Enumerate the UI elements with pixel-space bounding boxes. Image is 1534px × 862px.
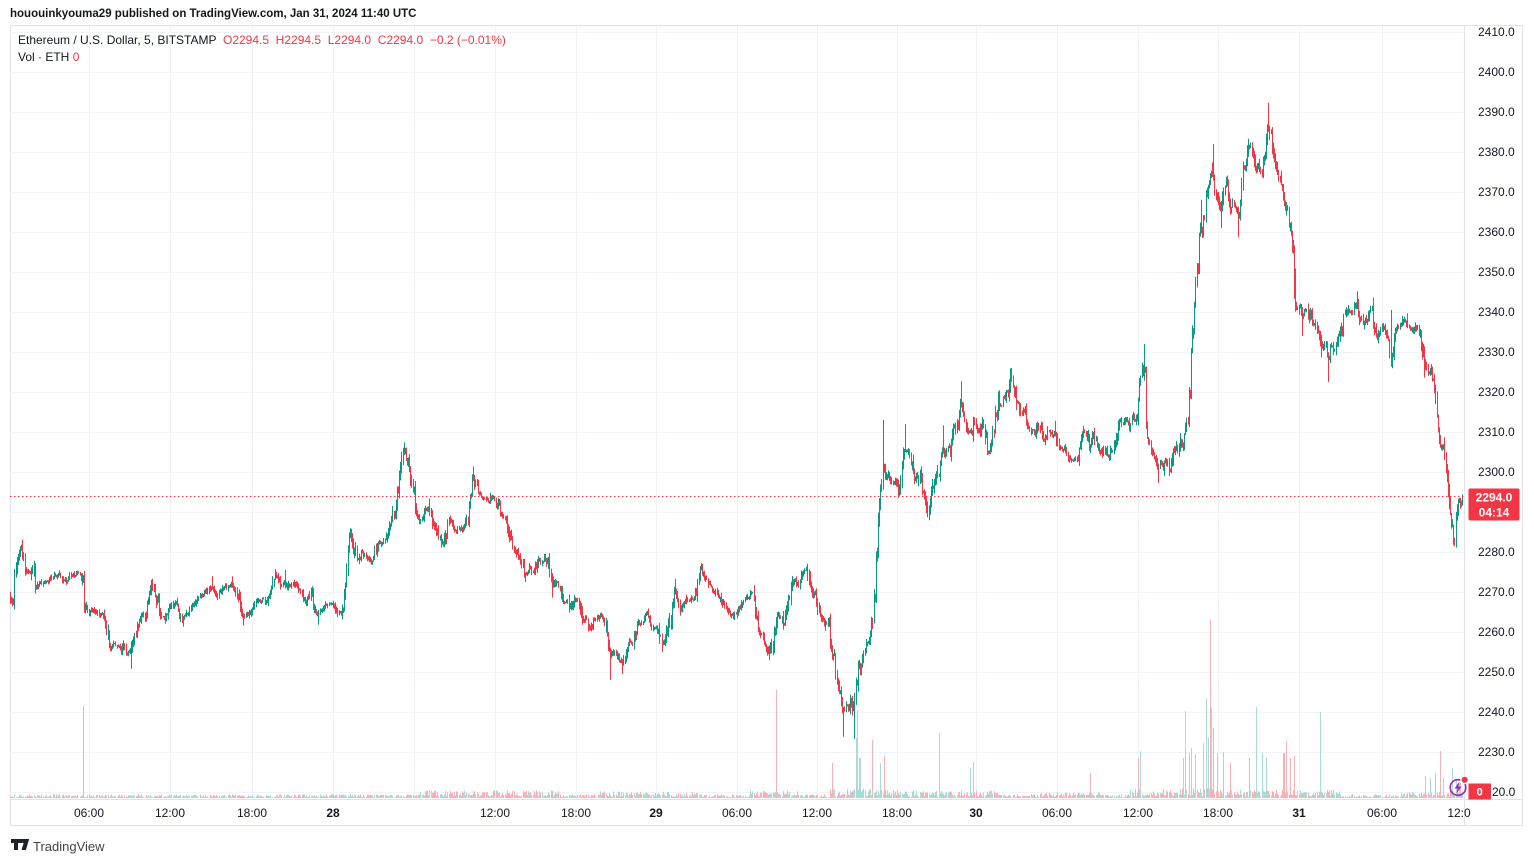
svg-text:18:00: 18:00 xyxy=(882,806,912,820)
svg-text:28: 28 xyxy=(326,806,340,820)
svg-text:2330.0: 2330.0 xyxy=(1478,345,1515,359)
svg-text:2260.0: 2260.0 xyxy=(1478,625,1515,639)
svg-text:31: 31 xyxy=(1292,806,1306,820)
svg-text:04:14: 04:14 xyxy=(1479,506,1510,520)
svg-text:06:00: 06:00 xyxy=(1042,806,1072,820)
svg-text:2350.0: 2350.0 xyxy=(1478,265,1515,279)
svg-text:29: 29 xyxy=(649,806,663,820)
svg-text:2310.0: 2310.0 xyxy=(1478,425,1515,439)
svg-text:2270.0: 2270.0 xyxy=(1478,585,1515,599)
svg-text:06:00: 06:00 xyxy=(1367,806,1397,820)
svg-text:2390.0: 2390.0 xyxy=(1478,105,1515,119)
svg-text:2320.0: 2320.0 xyxy=(1478,385,1515,399)
svg-text:18:00: 18:00 xyxy=(561,806,591,820)
svg-text:2280.0: 2280.0 xyxy=(1478,545,1515,559)
svg-text:12:00: 12:00 xyxy=(155,806,185,820)
svg-text:2294.0: 2294.0 xyxy=(1476,491,1513,505)
svg-text:12:00: 12:00 xyxy=(802,806,832,820)
svg-text:30: 30 xyxy=(969,806,983,820)
svg-text:12:00: 12:00 xyxy=(1123,806,1153,820)
svg-text:2400.0: 2400.0 xyxy=(1478,65,1515,79)
svg-text:18:00: 18:00 xyxy=(1203,806,1233,820)
svg-text:18:00: 18:00 xyxy=(237,806,267,820)
svg-text:2300.0: 2300.0 xyxy=(1478,465,1515,479)
svg-text:2380.0: 2380.0 xyxy=(1478,145,1515,159)
svg-text:06:00: 06:00 xyxy=(722,806,752,820)
svg-text:2340.0: 2340.0 xyxy=(1478,305,1515,319)
svg-text:2240.0: 2240.0 xyxy=(1478,705,1515,719)
svg-text:12:00: 12:00 xyxy=(480,806,510,820)
svg-text:2230.0: 2230.0 xyxy=(1478,745,1515,759)
svg-text:2360.0: 2360.0 xyxy=(1478,225,1515,239)
svg-text:2250.0: 2250.0 xyxy=(1478,665,1515,679)
svg-text:12:0: 12:0 xyxy=(1447,806,1471,820)
svg-text:2370.0: 2370.0 xyxy=(1478,185,1515,199)
svg-text:0: 0 xyxy=(1477,787,1483,799)
svg-text:20.0: 20.0 xyxy=(1492,785,1516,799)
svg-text:2410.0: 2410.0 xyxy=(1478,25,1515,39)
svg-text:06:00: 06:00 xyxy=(74,806,104,820)
